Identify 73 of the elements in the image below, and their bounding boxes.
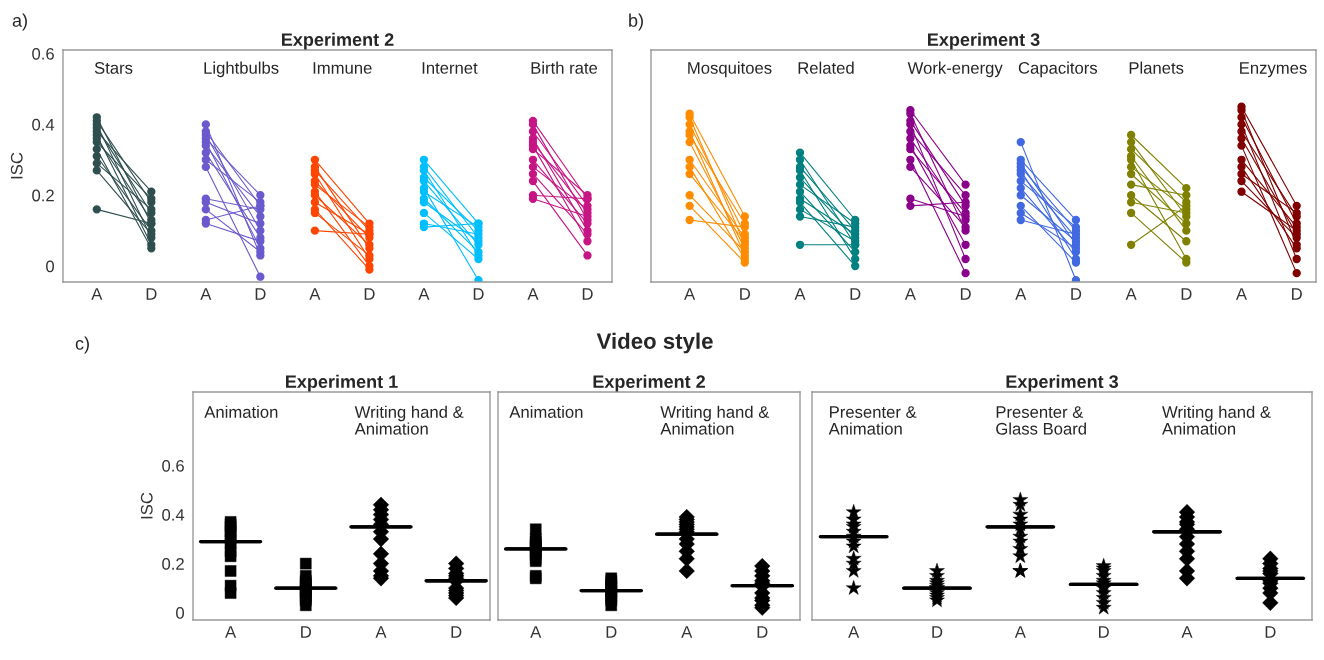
x-tick-label: D <box>364 288 375 300</box>
chart-title: Experiment 2 <box>282 32 394 50</box>
x-tick-label: D <box>1292 288 1302 300</box>
chart-title: Experiment 3 <box>928 32 1040 50</box>
text: b) <box>629 13 643 31</box>
y-tick-label: 0.2 <box>32 189 54 202</box>
x-tick-label: A <box>1125 288 1137 300</box>
annotation: Immune <box>313 62 372 74</box>
x-tick-label: A <box>418 288 430 300</box>
x-tick-label: A <box>225 626 237 638</box>
x-tick-label: A <box>684 288 696 300</box>
x-tick-label: A <box>91 288 103 300</box>
x-tick-label: A <box>1235 288 1248 300</box>
x-tick-label: A <box>200 288 212 300</box>
y-tick-label: 0.6 <box>32 47 54 60</box>
chart-title: Experiment 3 <box>1006 374 1119 392</box>
x-tick-label: D <box>757 626 768 638</box>
x-tick-label: A <box>681 626 693 638</box>
y-tick-label: 0.4 <box>32 118 55 131</box>
x-tick-label: D <box>740 288 751 300</box>
x-tick-label: D <box>932 626 943 638</box>
y-tick-label: 0 <box>46 260 55 273</box>
annotation: Planets <box>1129 61 1184 74</box>
annotation: Mosquitoes <box>688 61 772 78</box>
annotation: Animation <box>204 405 278 418</box>
annotation: Writing hand & Animation <box>660 405 770 435</box>
text: c) <box>75 336 89 354</box>
x-tick-label: D <box>582 288 593 300</box>
annotation: Presenter & Glass Board <box>996 406 1086 435</box>
y-tick-label: 0.4 <box>162 508 185 521</box>
annotation: Animation <box>509 405 583 418</box>
x-tick-label: D <box>146 288 157 300</box>
x-tick-label: D <box>1071 288 1082 300</box>
x-tick-label: D <box>606 626 617 638</box>
x-tick-label: A <box>794 288 806 300</box>
annotation: Writing hand & Animation <box>1162 405 1271 435</box>
annotation: Stars <box>94 62 133 74</box>
annotation: Enzymes <box>1240 62 1307 78</box>
y-tick-label: 0.2 <box>162 558 184 570</box>
annotation: Lightbulbs <box>204 61 279 78</box>
x-tick-label: D <box>473 288 484 300</box>
chart-title: Experiment 2 <box>593 374 705 392</box>
x-tick-label: A <box>375 626 387 638</box>
x-tick-label: D <box>1265 626 1276 638</box>
annotation: Related <box>798 61 854 74</box>
x-tick-label: D <box>1099 626 1109 638</box>
x-tick-label: D <box>301 626 312 638</box>
y-tick-label: 0.6 <box>162 459 184 472</box>
x-tick-label: D <box>850 288 861 300</box>
x-tick-label: A <box>904 288 916 300</box>
x-tick-label: D <box>960 288 971 300</box>
x-tick-label: D <box>1181 288 1192 300</box>
y-axis-title: ISC <box>10 152 23 179</box>
annotation: Writing hand & Animation <box>354 405 464 435</box>
x-tick-label: A <box>530 626 542 638</box>
x-tick-label: A <box>309 288 321 300</box>
y-tick-label: 0 <box>176 607 185 619</box>
annotation: Capacitors <box>1018 61 1098 78</box>
chart-title: Experiment 1 <box>286 374 398 392</box>
x-tick-label: A <box>1015 288 1027 300</box>
text: Video style <box>596 332 713 354</box>
x-tick-label: A <box>848 626 860 638</box>
x-tick-label: A <box>1014 626 1026 638</box>
x-tick-label: A <box>527 288 539 300</box>
annotation: Internet <box>422 62 478 74</box>
annotation: Work-energy <box>907 61 1003 78</box>
annotation: Birth rate <box>531 61 598 74</box>
x-tick-label: D <box>255 288 266 300</box>
y-axis-title: ISC <box>140 492 153 519</box>
x-tick-label: A <box>1181 626 1193 638</box>
annotation: Presenter & Animation <box>828 406 917 435</box>
text: a) <box>12 13 27 31</box>
x-tick-label: D <box>451 626 462 638</box>
